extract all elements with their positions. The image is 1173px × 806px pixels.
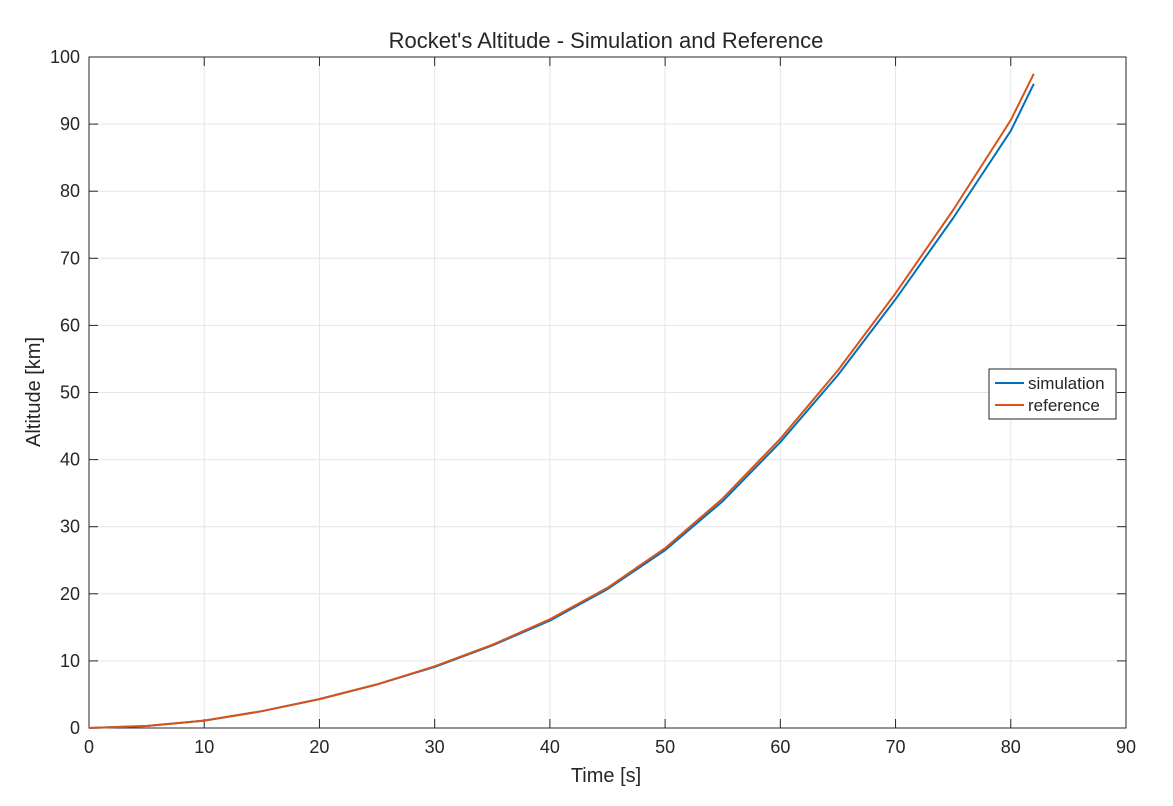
y-tick-label: 80: [60, 181, 80, 201]
legend-label-simulation: simulation: [1028, 374, 1105, 393]
x-tick-label: 0: [84, 737, 94, 757]
chart-title: Rocket's Altitude - Simulation and Refer…: [389, 28, 824, 53]
y-tick-label: 20: [60, 584, 80, 604]
x-tick-label: 50: [655, 737, 675, 757]
y-tick-label: 90: [60, 114, 80, 134]
x-tick-label: 40: [540, 737, 560, 757]
legend: simulation reference: [988, 368, 1117, 420]
grid: [89, 57, 1126, 728]
x-tick-label: 60: [770, 737, 790, 757]
y-tick-label: 0: [70, 718, 80, 738]
x-axis-label: Time [s]: [571, 765, 641, 787]
x-tick-label: 20: [309, 737, 329, 757]
y-tick-label: 30: [60, 517, 80, 537]
y-tick-label: 100: [50, 47, 80, 67]
x-tick-label: 70: [886, 737, 906, 757]
legend-label-reference: reference: [1028, 396, 1100, 415]
tick-labels: 0 10 20 30 40 50 60 70 80 90 0 10 20 30 40 50 60 70 80 90 10…: [50, 47, 1136, 757]
x-tick-label: 90: [1116, 737, 1136, 757]
series-line-reference: [88, 73, 1035, 729]
x-tick-label: 10: [194, 737, 214, 757]
y-axis-label: Altitude [km]: [23, 337, 45, 447]
series-lines: [88, 73, 1035, 729]
x-tick-label: 30: [425, 737, 445, 757]
series-line-simulation: [88, 83, 1035, 729]
x-tick-label: 80: [1001, 737, 1021, 757]
y-tick-label: 70: [60, 248, 80, 268]
y-tick-label: 50: [60, 383, 80, 403]
legend-box: [988, 368, 1117, 420]
y-tick-label: 60: [60, 315, 80, 335]
y-tick-label: 10: [60, 651, 80, 671]
y-tick-label: 40: [60, 450, 80, 470]
